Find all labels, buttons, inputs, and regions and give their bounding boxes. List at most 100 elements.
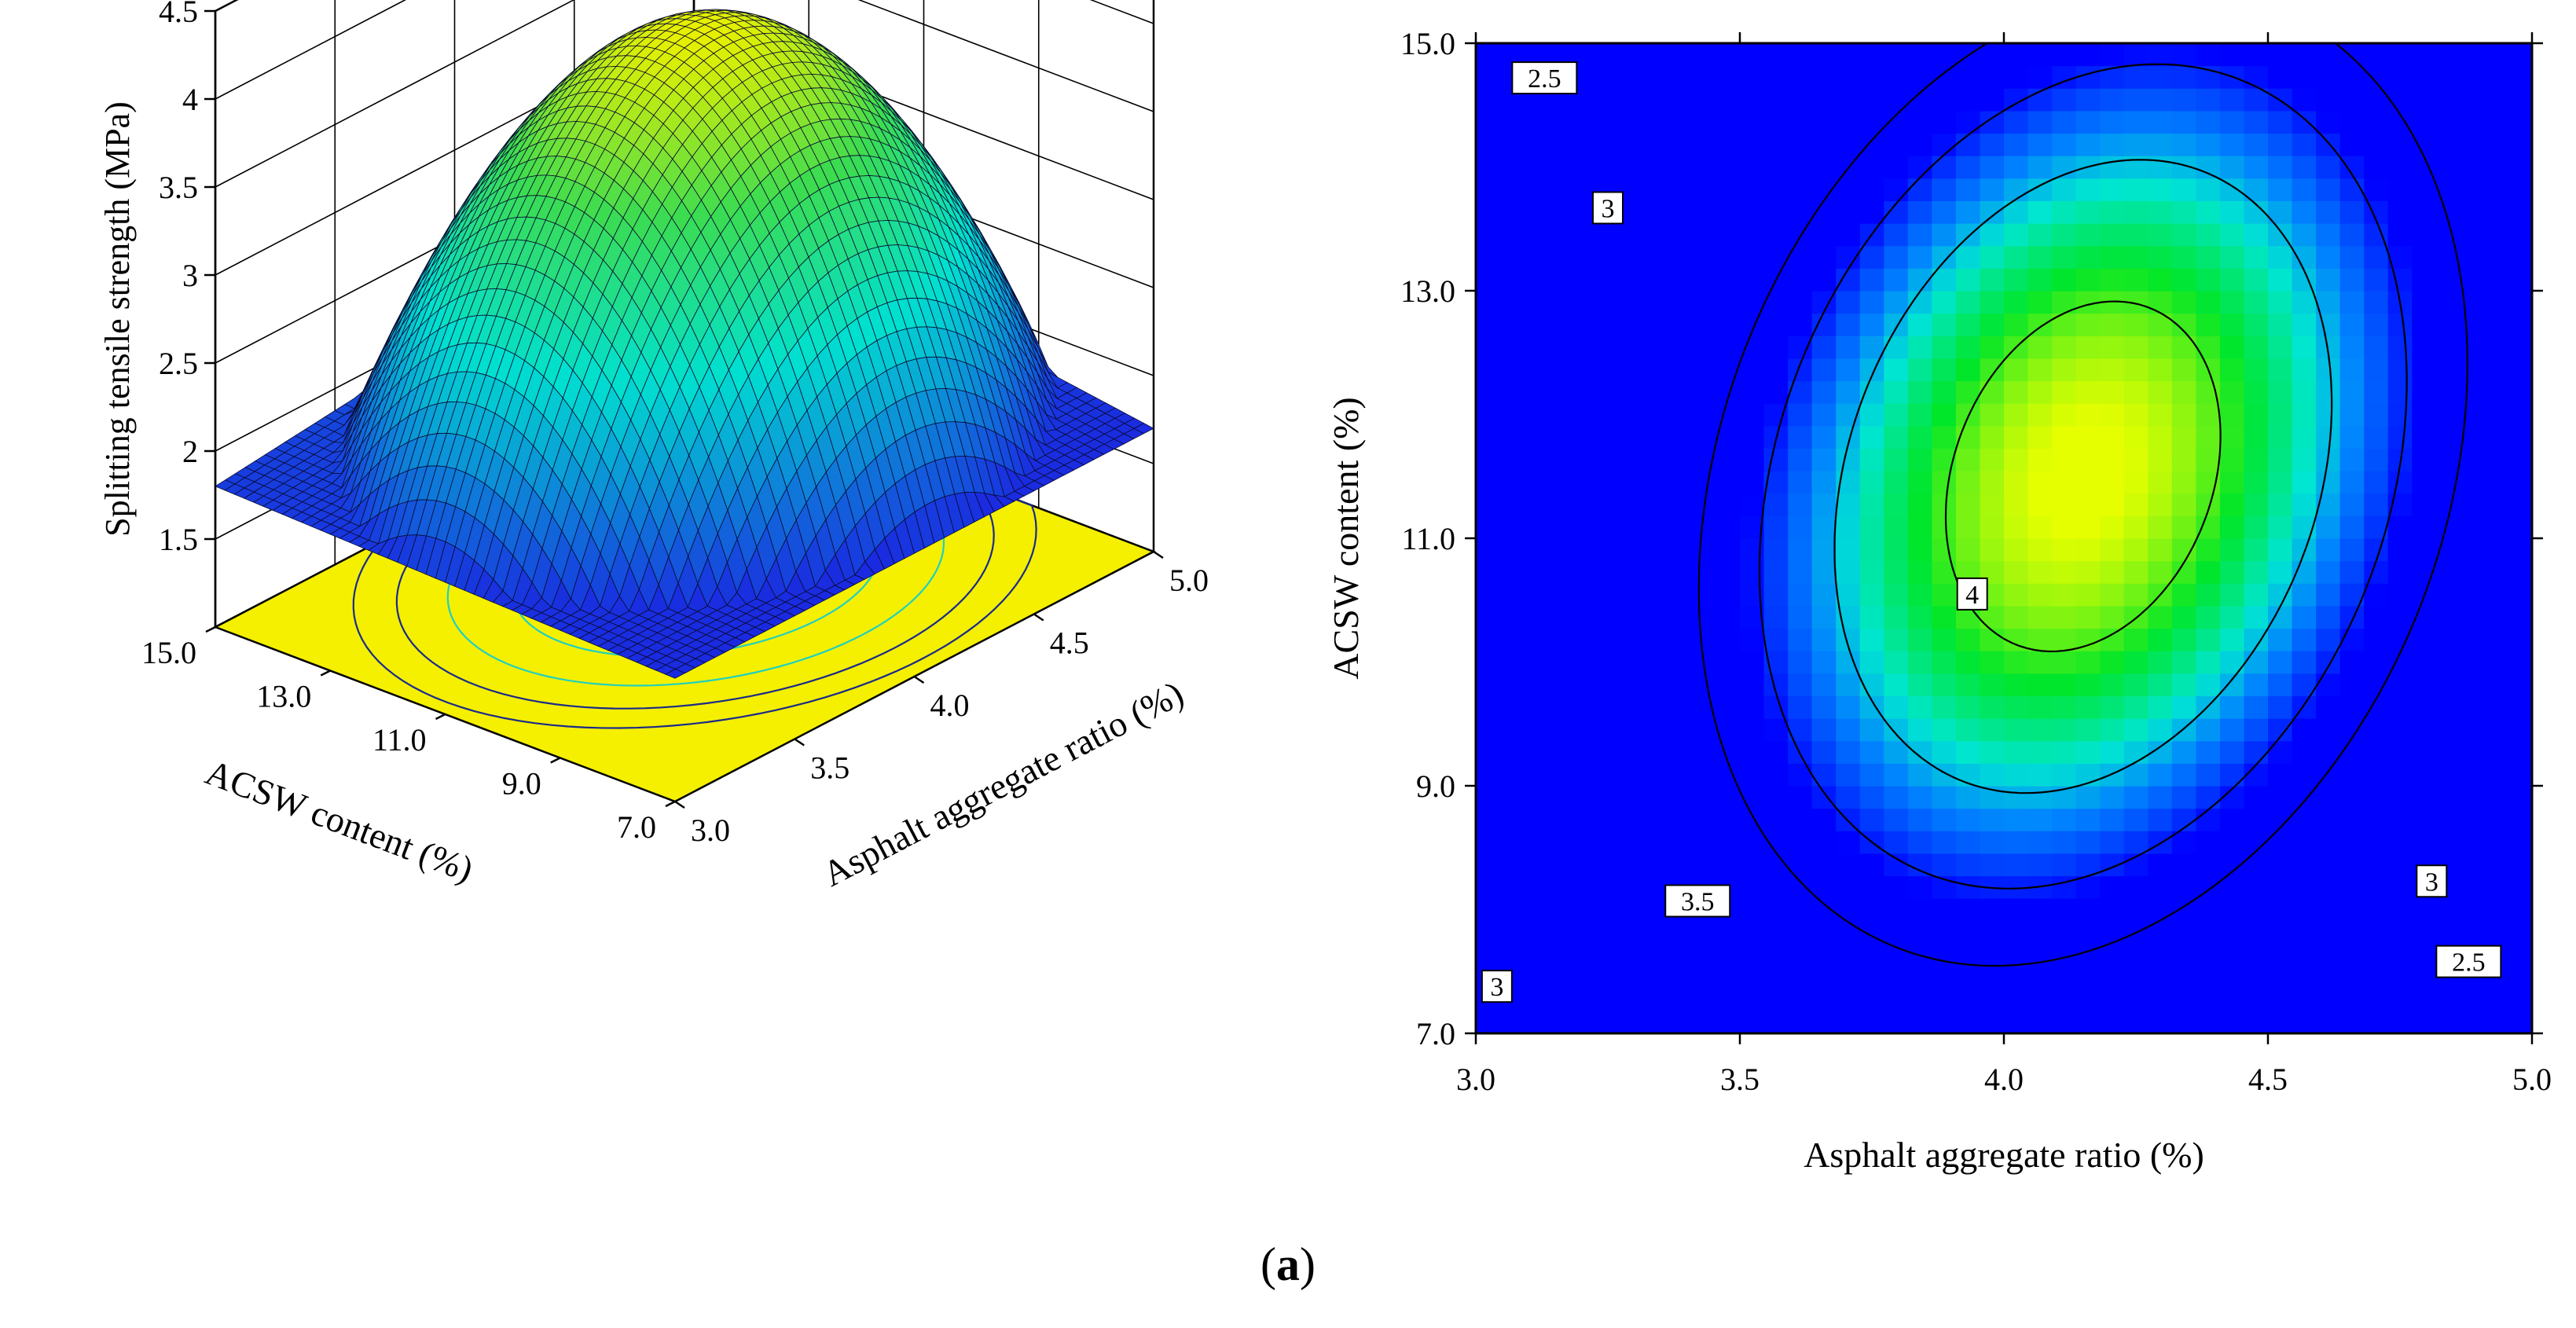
heatmap-cell [2004,471,2029,494]
heatmap-cell [1691,110,1716,134]
heatmap-cell [2435,448,2460,471]
heatmap-cell [2244,853,2269,877]
heatmap-cell [2148,605,2173,629]
heatmap-cell [1836,65,1861,89]
heatmap-cell [1668,831,1693,854]
heatmap-cell [2292,831,2317,854]
heatmap-cell [1955,515,1980,539]
heatmap-cell [2508,245,2533,269]
heatmap-cell [1668,920,1693,944]
heatmap-cell [2387,515,2413,539]
heatmap-cell [1955,178,1980,201]
heatmap-cell [2412,831,2437,854]
heatmap-cell [1836,786,1861,809]
heatmap-cell [2339,898,2365,922]
heatmap-cell [1691,628,1716,651]
heatmap-cell [2292,448,2317,471]
heatmap-cell [1884,605,1909,629]
heatmap-cell [2123,471,2149,494]
heatmap-cell [1547,560,1572,584]
heatmap-cell [1811,920,1837,944]
heatmap-cell [2292,875,2317,899]
heatmap-cell [1715,920,1741,944]
heatmap-cell [1715,65,1741,89]
heatmap-cell [2435,43,2460,67]
heatmap-cell [2460,583,2485,607]
heatmap-cell [2244,291,2269,314]
z-tick-label: 3.5 [159,170,198,205]
heatmap-cell [1884,178,1909,201]
heatmap-cell [2004,448,2029,471]
heatmap-cell [1884,471,1909,494]
heatmap-cell [2483,538,2508,562]
heatmap-cell [1907,786,1932,809]
heatmap-cell [2219,493,2244,516]
heatmap-cell [2052,695,2077,719]
heatmap-cell [1763,763,1789,787]
heatmap-cell [2483,695,2508,719]
heatmap-cell [2483,178,2508,201]
heatmap-cell [2339,403,2365,427]
heatmap-cell [2100,875,2125,899]
heatmap-cell [1836,178,1861,201]
heatmap-cell [2052,88,2077,112]
heatmap-cell [2148,515,2173,539]
heatmap-cell [2004,605,2029,629]
heatmap-cell [2244,898,2269,922]
heatmap-cell [1932,583,1957,607]
heatmap-cell [2339,471,2365,494]
heatmap-cell [1955,358,1980,382]
heatmap-cell [2460,786,2485,809]
heatmap-cell [2292,245,2317,269]
heatmap-cell [2364,560,2389,584]
heatmap-cell [2483,560,2508,584]
heatmap-cell [2316,898,2341,922]
heatmap-cell [1955,245,1980,269]
heatmap-cell [1932,695,1957,719]
y-tick [435,713,446,721]
heatmap-cell [2100,628,2125,651]
heatmap-cell [1836,358,1861,382]
heatmap-cell [1668,268,1693,292]
heatmap-cell [2508,43,2533,67]
heatmap-cell [2219,358,2244,382]
heatmap-cell [2292,133,2317,156]
heatmap-cell [1811,223,1837,247]
heatmap-cell [1620,875,1645,899]
heatmap-cell [1932,718,1957,742]
heatmap-cell [2027,628,2053,651]
heatmap-cell [2268,380,2293,404]
heatmap-cell [2364,583,2389,607]
heatmap-cell [2292,718,2317,742]
heatmap-cell [2123,245,2149,269]
heatmap-cell [2435,740,2460,764]
heatmap-cell [2508,493,2533,516]
heatmap-cell [2075,133,2101,156]
heatmap-cell [2244,515,2269,539]
heatmap-cell [1595,43,1620,67]
heatmap-cell [2508,988,2533,1011]
heatmap-cell [1595,493,1620,516]
heatmap-cell [2100,560,2125,584]
heatmap-cell [2027,673,2053,696]
heatmap-cell [2292,471,2317,494]
heatmap-cell [2052,538,2077,562]
heatmap-cell [1499,313,1525,336]
heatmap-cell [2219,583,2244,607]
heatmap-cell [1811,853,1837,877]
contour-label-text: 3 [1490,973,1503,1002]
heatmap-cell [1884,853,1909,877]
heatmap-cell [1715,268,1741,292]
heatmap-cell [1476,200,1501,224]
heatmap-cell [2268,538,2293,562]
heatmap-cell [2387,268,2413,292]
heatmap-cell [1859,200,1884,224]
heatmap-cell [2244,1011,2269,1034]
heatmap-cell [2460,853,2485,877]
heatmap-cell [1859,740,1884,764]
heatmap-cell [2508,943,2533,967]
heatmap-cell [1499,808,1525,831]
heatmap-cell [1476,88,1501,112]
heatmap-cell [2004,223,2029,247]
heatmap-cell [1572,898,1597,922]
